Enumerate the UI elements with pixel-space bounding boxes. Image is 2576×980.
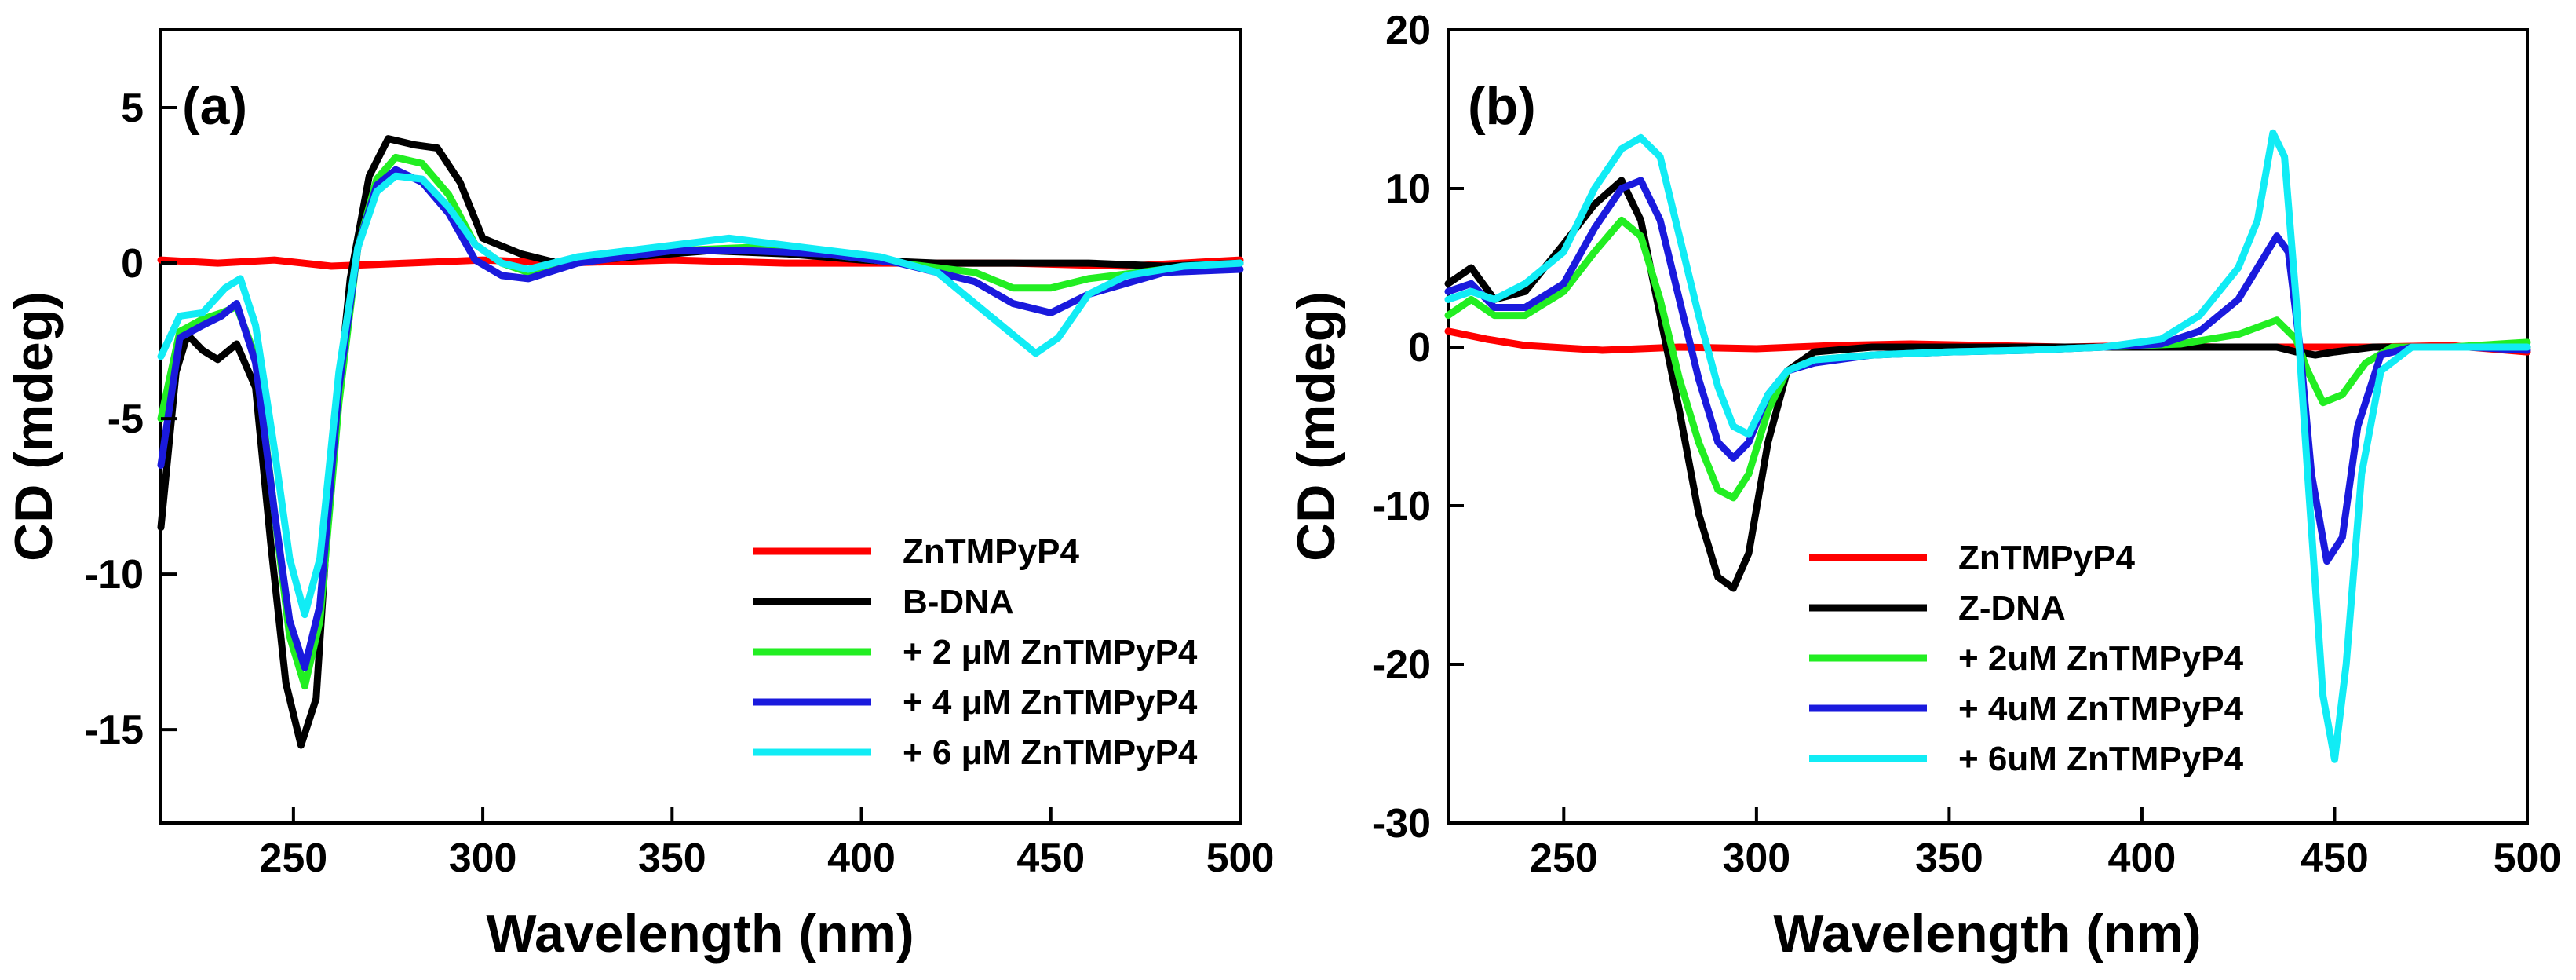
series-group-a — [157, 135, 1244, 749]
panel-label-b: (b) — [1468, 76, 1536, 136]
x-axis-title-a: Wavelength (nm) — [486, 904, 914, 964]
x-tick-label-a-300: 300 — [449, 836, 517, 881]
y-tick-label-b-10: 10 — [1385, 166, 1431, 212]
y-tick-label-a--15: -15 — [85, 708, 144, 753]
legend-label-a-2: + 2 μM ZnTMPyP4 — [903, 633, 1198, 671]
x-tick-label-a-250: 250 — [259, 836, 327, 881]
legend-label-a-0: ZnTMPyP4 — [903, 532, 1079, 571]
legend-label-b-0: ZnTMPyP4 — [1958, 539, 2135, 577]
x-axis-title-b: Wavelength (nm) — [1773, 904, 2201, 964]
chart-panel-a: 250 300 350 400 450 500 5 0 -5 -10 -15 (a) Wavelen… — [4, 28, 1275, 964]
chart-panel-b: 250 300 350 400 450 500 20 10 0 -10 -20 -30 (b) Wav… — [1286, 8, 2561, 964]
y-tick-label-b-0: 0 — [1408, 325, 1431, 371]
x-tick-label-a-500: 500 — [1206, 836, 1275, 881]
plot-frame-b — [1447, 28, 2529, 825]
y-tick-label-b--10: -10 — [1372, 484, 1431, 529]
y-tick-label-a-0: 0 — [121, 241, 144, 287]
x-tick-label-b-400: 400 — [2108, 836, 2176, 881]
legend-a: ZnTMPyP4 B-DNA + 2 μM ZnTMPyP4 + 4 μM ZnTMP… — [753, 532, 1198, 772]
x-tick-label-b-300: 300 — [1722, 836, 1790, 881]
x-tick-label-a-400: 400 — [827, 836, 896, 881]
legend-label-b-3: + 4uM ZnTMPyP4 — [1958, 689, 2244, 728]
plot-frame-a — [159, 28, 1242, 825]
x-tick-label-a-450: 450 — [1016, 836, 1085, 881]
y-tick-label-a-5: 5 — [121, 86, 144, 131]
x-tick-label-b-250: 250 — [1530, 836, 1598, 881]
legend-label-a-1: B-DNA — [903, 583, 1014, 621]
y-tick-label-b--20: -20 — [1372, 642, 1431, 688]
legend-b: ZnTMPyP4 Z-DNA + 2uM ZnTMPyP4 + 4uM ZnTMPyP… — [1809, 539, 2244, 778]
legend-label-a-4: + 6 μM ZnTMPyP4 — [903, 733, 1198, 772]
series-line-b-4 — [1444, 129, 2531, 763]
legend-label-b-4: + 6uM ZnTMPyP4 — [1958, 740, 2244, 778]
legend-label-a-3: + 4 μM ZnTMPyP4 — [903, 683, 1198, 722]
axis-ticks-b: 250 300 350 400 450 500 20 10 0 -10 -20 -30 — [1372, 8, 2562, 881]
x-tick-label-a-350: 350 — [638, 836, 706, 881]
series-group-b — [1444, 129, 2531, 763]
y-tick-label-b--30: -30 — [1372, 801, 1431, 847]
series-line-b-1 — [1444, 177, 2531, 592]
y-axis-title-a: CD (mdeg) — [4, 291, 64, 561]
y-tick-label-b-20: 20 — [1385, 8, 1431, 53]
y-tick-label-a--5: -5 — [108, 397, 144, 442]
x-tick-label-b-450: 450 — [2301, 836, 2369, 881]
y-axis-title-b: CD (mdeg) — [1286, 291, 1346, 561]
series-line-a-4 — [157, 172, 1244, 619]
x-tick-label-b-500: 500 — [2494, 836, 2562, 881]
panel-label-a: (a) — [182, 76, 247, 136]
y-tick-label-a--10: -10 — [85, 552, 144, 598]
axis-ticks-a: 250 300 350 400 450 500 5 0 -5 -10 -15 — [85, 86, 1275, 881]
legend-label-b-2: + 2uM ZnTMPyP4 — [1958, 639, 2244, 678]
x-tick-label-b-350: 350 — [1915, 836, 1983, 881]
legend-label-b-1: Z-DNA — [1958, 589, 2066, 627]
